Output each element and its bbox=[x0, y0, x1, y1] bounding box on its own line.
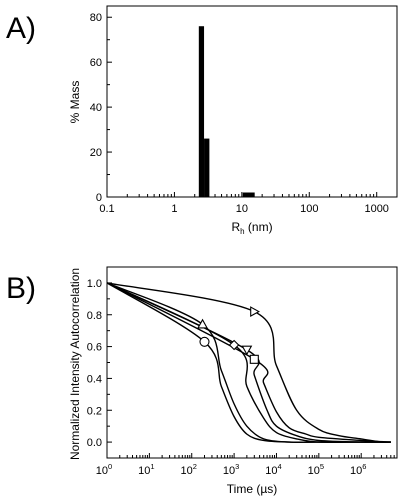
x-tick-label: 10 bbox=[236, 203, 248, 215]
marker-triangle-up bbox=[197, 318, 208, 329]
panel-b-x-axis-label: Time (µs) bbox=[227, 482, 277, 496]
panel-b-y-axis-label: Normalized Intensity Autocorrelation bbox=[68, 268, 82, 460]
panel-b-y-ticks: 0.0 0.2 0.4 0.6 0.8 1.0 bbox=[87, 278, 112, 449]
marker-square bbox=[249, 354, 259, 364]
y-tick-label: 20 bbox=[90, 147, 102, 159]
x-tick-label: 100 bbox=[96, 462, 112, 477]
panel-a-bars bbox=[198, 26, 255, 198]
y-tick-label: 0.4 bbox=[87, 373, 102, 385]
marker-triangle-down bbox=[241, 345, 253, 356]
panel-a-y-axis-label: % Mass bbox=[68, 81, 82, 124]
x-tick-label: 1 bbox=[171, 203, 177, 215]
panel-a-x-ticks: 0.1 1 10 100 1000 bbox=[99, 192, 389, 215]
panel-b-markers bbox=[197, 306, 260, 364]
x-tick-label: 100 bbox=[300, 203, 318, 215]
marker-triangle-right bbox=[250, 306, 260, 318]
y-tick-label: 40 bbox=[90, 102, 102, 114]
histogram-bar-2 bbox=[204, 138, 210, 197]
x-tick-label: 103 bbox=[223, 462, 239, 477]
panel-a-y-ticks: 0 20 40 60 80 bbox=[90, 12, 112, 204]
panel-a-histogram: A) 0.1 1 10 100 1000 0 20 40 60 80 Rh (nm) % Mas… bbox=[6, 5, 398, 236]
panel-b-label: B) bbox=[6, 272, 36, 305]
y-tick-label: 60 bbox=[90, 57, 102, 69]
y-tick-label: 0.2 bbox=[87, 405, 102, 417]
marker-diamond bbox=[228, 339, 240, 351]
panel-b-autocorrelation: B) 100 101 102 103 104 105 106 0.0 0.2 0.4 0.6 0.8… bbox=[6, 266, 398, 496]
x-tick-label: 106 bbox=[350, 462, 366, 477]
panel-a-plot-frame bbox=[106, 5, 398, 198]
x-tick-label: 105 bbox=[308, 462, 324, 477]
panel-a-x-axis-label: Rh (nm) bbox=[231, 220, 272, 236]
panel-a-label: A) bbox=[6, 12, 36, 45]
x-tick-label: 1000 bbox=[364, 203, 388, 215]
x-tick-label: 0.1 bbox=[99, 203, 114, 215]
histogram-bar-1 bbox=[198, 26, 205, 198]
histogram-bar-3 bbox=[242, 192, 255, 197]
y-tick-label: 80 bbox=[90, 12, 102, 24]
x-tick-label: 101 bbox=[138, 462, 154, 477]
y-tick-label: 1.0 bbox=[87, 278, 102, 290]
x-tick-label: 102 bbox=[181, 462, 197, 477]
marker-circle bbox=[199, 336, 210, 347]
panel-b-x-ticks: 100 101 102 103 104 105 106 bbox=[96, 453, 395, 477]
panel-b-curves bbox=[106, 282, 391, 444]
y-tick-label: 0.6 bbox=[87, 342, 102, 354]
x-tick-label: 104 bbox=[265, 462, 281, 477]
y-tick-label: 0.0 bbox=[87, 437, 102, 449]
y-tick-label: 0 bbox=[96, 192, 102, 204]
y-tick-label: 0.8 bbox=[87, 310, 102, 322]
curve-circle bbox=[106, 282, 391, 443]
